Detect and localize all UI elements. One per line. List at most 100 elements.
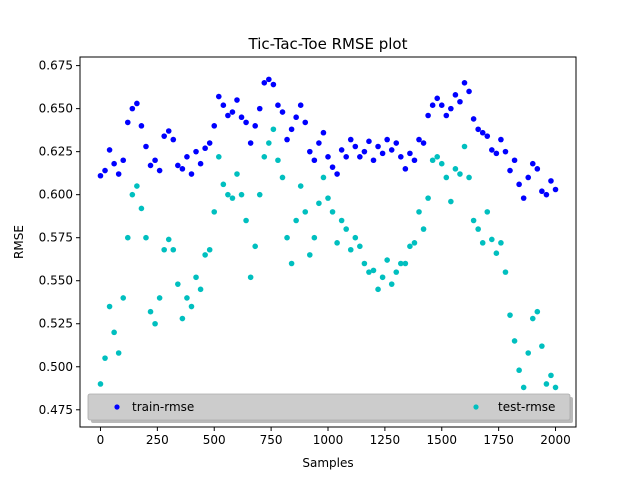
train-rmse-point — [502, 148, 509, 155]
test-rmse-point — [243, 217, 249, 224]
test-rmse-point — [156, 295, 163, 301]
test-rmse-point — [325, 195, 331, 201]
y-tick-label: 0.625 — [39, 145, 73, 159]
train-rmse-point — [520, 195, 527, 201]
y-tick-label: 0.575 — [39, 231, 73, 245]
test-rmse-point — [479, 240, 486, 246]
train-rmse-point — [366, 138, 372, 145]
train-rmse-point — [548, 178, 554, 184]
x-tick-label: 0 — [97, 433, 105, 447]
test-rmse-point — [111, 329, 117, 336]
train-rmse-point — [266, 76, 272, 83]
test-rmse-point — [206, 246, 213, 253]
test-rmse-point — [106, 303, 113, 310]
y-tick-label: 0.600 — [39, 188, 73, 202]
test-rmse-point — [147, 308, 154, 315]
test-rmse-point — [443, 174, 450, 181]
test-rmse-point — [434, 154, 441, 160]
train-rmse-point — [211, 123, 218, 129]
y-tick-label: 0.675 — [39, 59, 73, 73]
test-rmse-point — [425, 195, 431, 201]
train-rmse-point — [479, 129, 486, 136]
x-tick-label: 1000 — [313, 433, 344, 447]
train-rmse-point — [284, 136, 290, 143]
test-rmse-point — [288, 260, 295, 267]
train-rmse-point — [448, 105, 454, 112]
train-rmse-point — [115, 171, 122, 177]
legend-label-train-rmse: train-rmse — [132, 400, 194, 414]
test-rmse-point — [256, 191, 263, 198]
test-rmse-point — [275, 157, 281, 164]
train-rmse-point — [384, 136, 390, 143]
test-rmse-point — [357, 243, 363, 250]
train-rmse-point — [170, 136, 177, 143]
train-rmse-point — [175, 162, 181, 169]
train-rmse-point — [134, 100, 140, 107]
train-rmse-point — [388, 147, 395, 153]
test-rmse-point — [352, 234, 359, 241]
train-rmse-point — [320, 129, 327, 136]
train-rmse-point — [97, 172, 104, 179]
train-rmse-point — [302, 119, 309, 126]
train-rmse-point — [543, 191, 550, 198]
test-rmse-point — [507, 312, 513, 318]
train-rmse-point — [416, 136, 422, 143]
legend: train-rmse test-rmse — [87, 393, 573, 423]
test-rmse-point — [420, 226, 427, 232]
test-rmse-point — [466, 174, 472, 181]
train-rmse-point — [184, 154, 190, 160]
train-rmse-point — [129, 105, 136, 112]
test-rmse-point — [297, 183, 304, 189]
train-rmse-point — [234, 97, 240, 103]
test-rmse-point — [165, 236, 172, 243]
train-rmse-point — [270, 81, 277, 88]
test-rmse-point — [211, 209, 218, 215]
train-rmse-point — [357, 154, 363, 160]
train-rmse-point — [529, 160, 536, 167]
data-points — [97, 76, 559, 391]
train-rmse-point — [152, 157, 158, 164]
test-rmse-point — [370, 267, 377, 274]
train-rmse-point — [370, 157, 377, 164]
train-rmse-point — [457, 98, 463, 105]
test-rmse-point — [261, 154, 268, 160]
test-rmse-point — [402, 260, 409, 267]
test-rmse-point — [215, 154, 222, 160]
train-rmse-point — [484, 133, 491, 139]
test-rmse-point — [238, 191, 245, 198]
legend-marker-train-rmse — [114, 404, 120, 410]
test-rmse-point — [229, 195, 236, 201]
test-rmse-point — [516, 367, 522, 374]
legend-label-test-rmse: test-rmse — [498, 400, 555, 414]
train-rmse-point — [165, 128, 172, 134]
test-rmse-point — [225, 191, 231, 198]
legend-marker-test-rmse — [473, 404, 479, 410]
y-tick-label: 0.525 — [39, 317, 73, 331]
test-rmse-point — [411, 240, 418, 246]
x-tick-label: 500 — [203, 433, 226, 447]
train-rmse-point — [398, 154, 404, 160]
test-rmse-point — [375, 286, 381, 293]
y-axis: 0.475 0.500 0.525 0.550 0.575 0.600 0.625 0.650… — [39, 59, 80, 417]
train-rmse-point — [461, 80, 468, 86]
test-rmse-point — [475, 226, 481, 232]
train-rmse-point — [347, 136, 354, 143]
train-rmse-point — [420, 140, 427, 146]
test-rmse-point — [179, 315, 186, 322]
test-rmse-point — [188, 303, 195, 310]
test-rmse-point — [293, 217, 299, 224]
train-rmse-point — [307, 148, 313, 155]
train-rmse-point — [252, 123, 258, 129]
test-rmse-point — [484, 209, 491, 215]
test-rmse-point — [197, 286, 204, 293]
train-rmse-point — [179, 166, 186, 172]
test-rmse-point — [548, 372, 554, 379]
y-axis-label: RMSE — [12, 225, 26, 259]
y-tick-label: 0.550 — [39, 274, 73, 288]
x-tick-label: 750 — [260, 433, 283, 447]
train-rmse-point — [161, 133, 167, 139]
x-tick-label: 250 — [146, 433, 169, 447]
train-rmse-point — [143, 143, 149, 150]
test-rmse-point — [525, 350, 532, 356]
